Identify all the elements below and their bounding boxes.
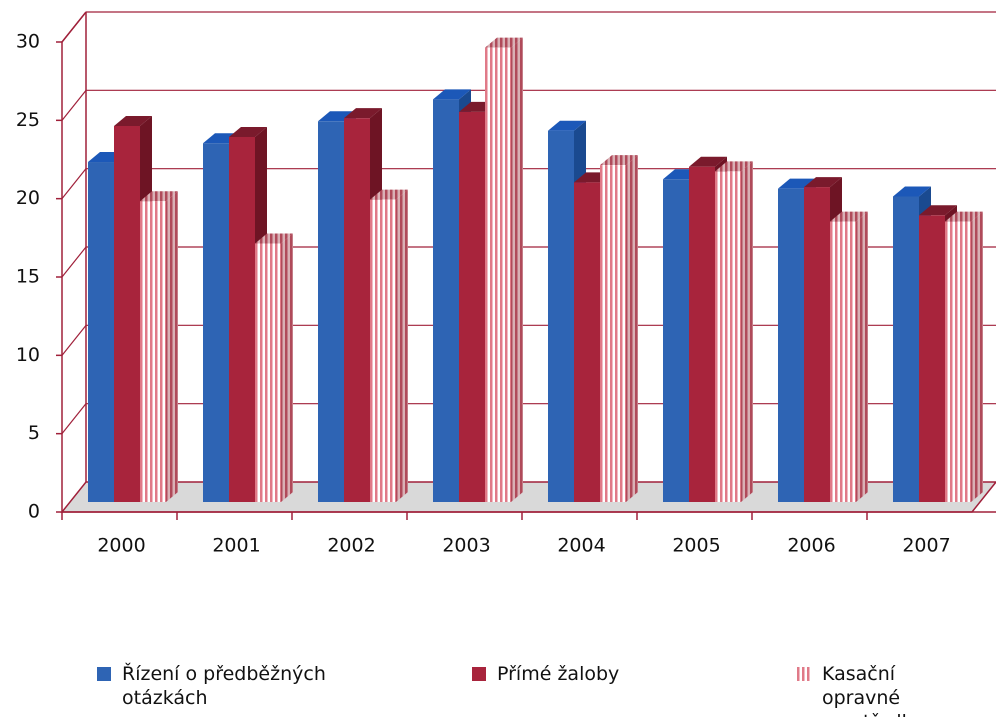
bar-side xyxy=(166,191,178,502)
bar-front xyxy=(318,121,344,503)
bar-front xyxy=(663,179,689,502)
y-tick-label: 25 xyxy=(16,109,40,131)
bar-front xyxy=(945,221,971,503)
legend-item: Přímé žaloby xyxy=(472,662,732,717)
grid-line xyxy=(61,403,87,435)
bar-top xyxy=(600,155,638,166)
grid-line xyxy=(61,89,87,121)
bar-front xyxy=(370,199,396,502)
bar xyxy=(140,191,178,502)
bar xyxy=(370,189,408,502)
grid-line xyxy=(61,168,87,200)
bar-side xyxy=(396,189,408,502)
x-tick-label: 2001 xyxy=(212,535,260,557)
bar-top xyxy=(689,156,727,167)
legend-item: Kasační opravné prostředky xyxy=(797,662,996,717)
bar-side xyxy=(511,37,523,503)
bar-front xyxy=(459,111,485,503)
bar xyxy=(255,233,293,502)
bar-side xyxy=(856,211,868,503)
bar-top xyxy=(893,186,931,197)
x-tick-label: 2003 xyxy=(442,535,490,557)
bar-top xyxy=(830,211,868,222)
y-tick-label: 30 xyxy=(16,31,40,53)
bar-front xyxy=(344,118,370,503)
legend-label: Přímé žaloby xyxy=(497,663,620,685)
bar xyxy=(485,37,523,503)
bar-top xyxy=(344,108,382,119)
bar xyxy=(945,211,983,503)
bar xyxy=(830,211,868,503)
bar-top xyxy=(433,89,471,100)
legend-swatch xyxy=(797,667,811,681)
bar-front xyxy=(574,182,600,502)
bar-front xyxy=(715,171,741,502)
bar-front xyxy=(140,201,166,502)
bar-top xyxy=(140,191,178,202)
y-tick-label: 15 xyxy=(16,266,40,288)
bar-front xyxy=(485,47,511,503)
y-tick-label: 20 xyxy=(16,187,40,209)
bar-front xyxy=(600,165,626,502)
legend-swatch xyxy=(472,667,486,681)
bar-front xyxy=(778,188,804,502)
bar-top xyxy=(945,211,983,222)
bar-front xyxy=(114,126,140,502)
bar-side xyxy=(971,211,983,503)
bar-front xyxy=(203,143,229,502)
bar-front xyxy=(919,215,945,503)
grid-line xyxy=(61,324,87,356)
legend-label: Řízení o předběžných otázkách xyxy=(122,663,326,709)
bar-top xyxy=(255,233,293,244)
y-tick-label: 5 xyxy=(28,422,40,444)
x-tick-label: 2007 xyxy=(902,535,950,557)
bar-front xyxy=(548,130,574,502)
bar-top xyxy=(804,177,842,188)
bar-top xyxy=(485,37,523,48)
bar-front xyxy=(804,187,830,502)
bar-side xyxy=(626,155,638,502)
bar-front xyxy=(88,162,114,503)
bar-top xyxy=(114,116,152,126)
x-tick-label: 2002 xyxy=(327,535,375,557)
grid-line xyxy=(61,246,87,278)
y-tick-label: 10 xyxy=(16,344,40,366)
bar-side xyxy=(281,233,293,502)
bar-top xyxy=(229,126,267,137)
bar-front xyxy=(229,136,255,502)
legend-item: Řízení o předběžných otázkách xyxy=(97,662,357,717)
x-tick-label: 2004 xyxy=(557,535,605,557)
bar-front xyxy=(255,243,281,502)
bar-front xyxy=(689,166,715,502)
bar-top xyxy=(715,161,753,172)
x-tick-label: 2006 xyxy=(787,535,835,557)
bar-front xyxy=(893,196,919,502)
chart: 0 5 10 15 20 25 30 2000 2001 2002 2003 2004 2005 2006… xyxy=(16,11,996,557)
bar-top xyxy=(370,189,408,200)
bar-top xyxy=(919,205,957,216)
bar xyxy=(715,161,753,502)
bar-top xyxy=(548,120,586,131)
bar xyxy=(600,155,638,502)
bar-side xyxy=(741,161,753,502)
y-tick-label: 0 xyxy=(28,501,40,523)
legend-swatch xyxy=(97,667,111,681)
bar-front xyxy=(830,221,856,503)
legend-label: Kasační opravné prostředky xyxy=(822,663,923,717)
x-tick-label: 2005 xyxy=(672,535,720,557)
x-tick-label: 2000 xyxy=(97,535,145,557)
bar-front xyxy=(433,99,459,502)
y-axis-top xyxy=(61,11,87,43)
